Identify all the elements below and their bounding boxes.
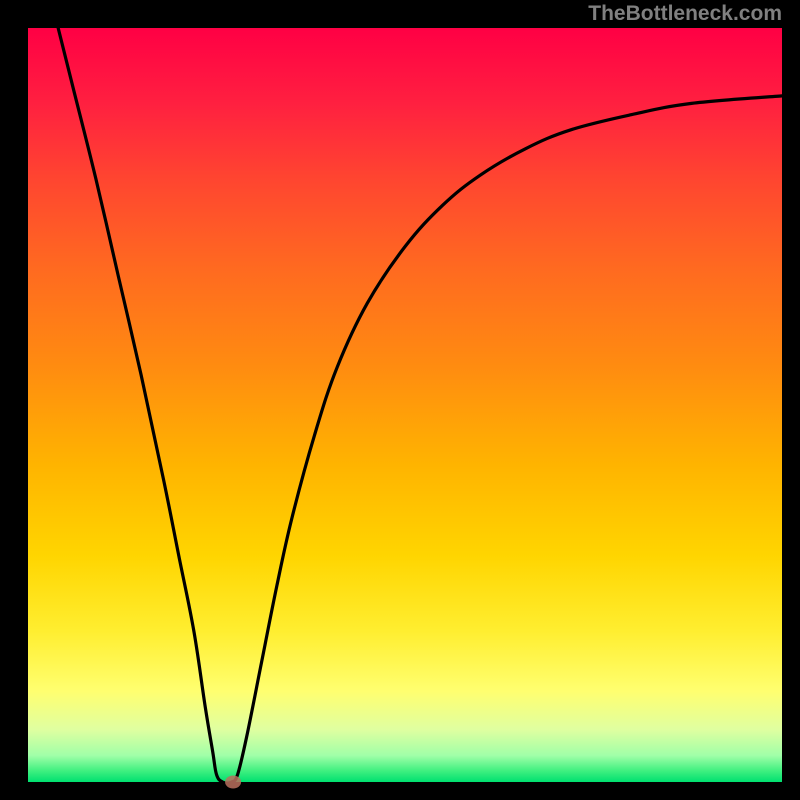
watermark-text: TheBottleneck.com (588, 2, 782, 26)
bottleneck-chart (0, 0, 800, 800)
chart-container: TheBottleneck.com (0, 0, 800, 800)
chart-plot-area (28, 28, 782, 782)
optimum-marker (225, 776, 241, 789)
